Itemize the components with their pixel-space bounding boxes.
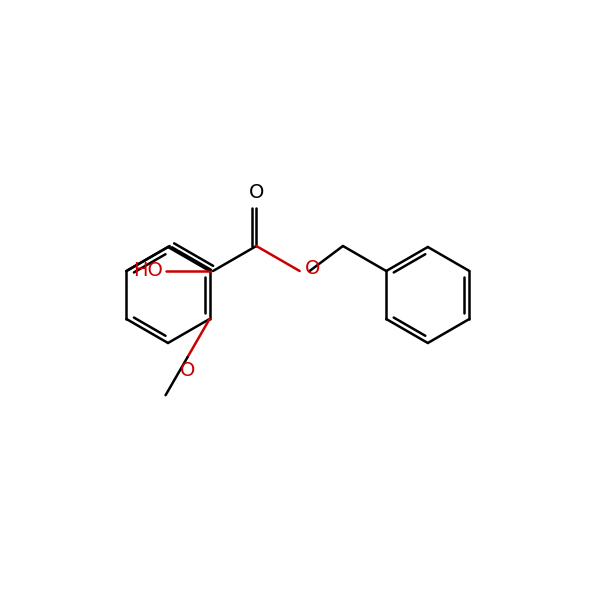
- Text: O: O: [248, 183, 264, 202]
- Text: O: O: [305, 259, 320, 278]
- Text: HO: HO: [133, 262, 163, 280]
- Text: O: O: [180, 361, 195, 380]
